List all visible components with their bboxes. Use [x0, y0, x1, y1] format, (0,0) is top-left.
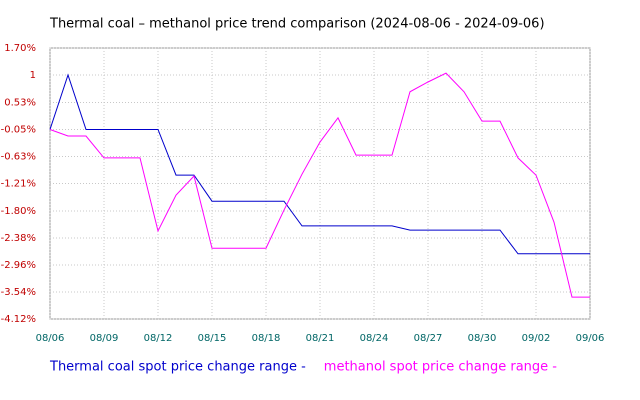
x-tick-label: 08/27: [414, 333, 443, 344]
y-tick-label: -1.80%: [1, 206, 36, 217]
legend-label: Thermal coal spot price change range -: [49, 360, 306, 375]
y-tick-label: -0.05%: [1, 124, 36, 135]
x-tick-label: 08/24: [360, 333, 389, 344]
x-tick-label: 08/21: [306, 333, 335, 344]
x-tick-label: 09/06: [576, 333, 605, 344]
x-tick-label: 08/18: [252, 333, 281, 344]
chart-title: Thermal coal – methanol price trend comp…: [49, 17, 545, 32]
x-tick-label: 09/02: [522, 333, 551, 344]
series-line: [49, 72, 590, 298]
y-tick-label: -3.54%: [1, 287, 36, 298]
y-tick-label: 1: [30, 70, 36, 81]
y-tick-label: -2.38%: [1, 233, 36, 244]
y-tick-label: 0.53%: [4, 97, 36, 108]
x-tick-label: 08/12: [144, 333, 173, 344]
x-tick-label: 08/15: [198, 333, 227, 344]
y-tick-label: 1.70%: [4, 43, 36, 54]
x-tick-label: 08/06: [36, 333, 65, 344]
y-tick-label: -1.21%: [1, 179, 36, 190]
y-tick-label: -4.12%: [1, 314, 36, 325]
y-tick-label: -0.63%: [1, 151, 36, 162]
legend-label: methanol spot price change range -: [324, 360, 558, 375]
y-tick-label: -2.96%: [1, 260, 36, 271]
series-line: [49, 73, 590, 255]
x-tick-label: 08/09: [90, 333, 119, 344]
x-tick-label: 08/30: [468, 333, 497, 344]
